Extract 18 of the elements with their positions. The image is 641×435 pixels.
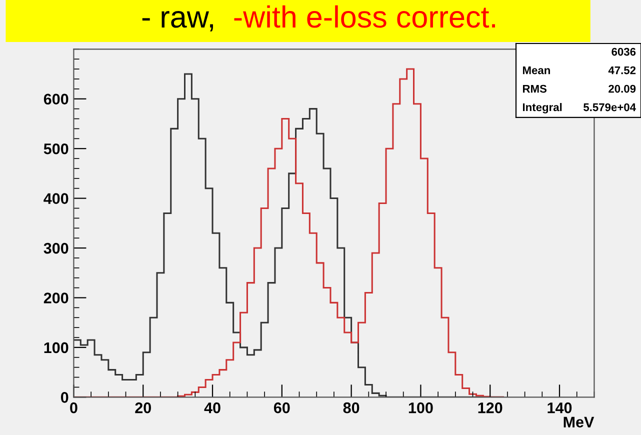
x-tick-label: 100 <box>408 402 433 414</box>
x-axis-title: MeV <box>564 416 594 428</box>
y-tick-label: 500 <box>44 143 68 154</box>
y-tick-label: 300 <box>44 242 68 254</box>
x-tick-label: 40 <box>204 402 220 414</box>
x-tick-label: 0 <box>70 402 78 414</box>
x-tick-label: 140 <box>548 402 572 414</box>
y-tick-label: 100 <box>44 342 68 354</box>
x-tick-label: 20 <box>135 402 151 414</box>
y-tick-label: 0 <box>60 392 68 403</box>
text: -with e-loss correct. <box>234 5 495 28</box>
series-label: - raw, <box>142 11 213 32</box>
y-tick-label: 600 <box>44 94 68 105</box>
x-tick-label: 60 <box>274 402 290 414</box>
x-tick-label: 80 <box>343 402 360 414</box>
y-tick-label: 200 <box>44 292 68 304</box>
x-tick-label: 120 <box>478 402 502 414</box>
y-tick-label: 400 <box>44 193 68 204</box>
